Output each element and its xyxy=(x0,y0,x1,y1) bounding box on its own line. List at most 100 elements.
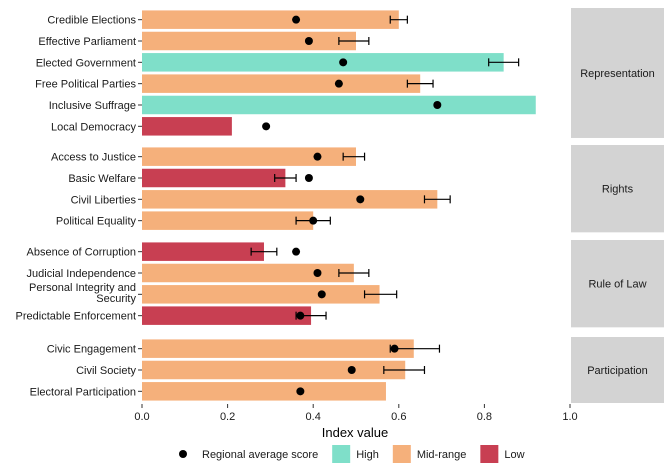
bar xyxy=(142,10,399,29)
bar-row: Civic Engagement xyxy=(47,339,441,358)
y-tick-label: Electoral Participation xyxy=(30,386,136,398)
bar-row: Absence of Corruption xyxy=(27,242,301,261)
panel-strip xyxy=(571,145,664,233)
regional-average-point xyxy=(296,311,305,320)
regional-average-point xyxy=(296,387,305,396)
x-axis-title: Index value xyxy=(322,425,389,440)
x-tick-label: 0.2 xyxy=(220,411,235,423)
regional-average-point xyxy=(339,58,348,67)
bar xyxy=(142,382,386,401)
panel-strip xyxy=(571,8,664,138)
y-tick-label: Personal Integrity and xyxy=(29,282,136,294)
regional-average-point xyxy=(433,100,442,109)
y-tick-label: Absence of Corruption xyxy=(27,247,136,259)
legend-item: Mid-range xyxy=(392,445,467,463)
legend-item: Low xyxy=(480,445,525,463)
bar xyxy=(142,190,438,209)
legend-label: High xyxy=(356,449,379,461)
y-tick-label: Civic Engagement xyxy=(47,344,136,356)
regional-average-point xyxy=(317,290,326,299)
regional-average-point xyxy=(313,268,322,277)
legend-item: High xyxy=(332,445,379,463)
regional-average-point xyxy=(262,122,271,131)
bar xyxy=(142,263,354,283)
y-tick-label: Judicial Independence xyxy=(27,268,136,280)
legend: Regional average score High Mid-range Low xyxy=(179,445,525,463)
legend-label: Mid-range xyxy=(417,449,467,461)
x-axis: 0.0 0.2 0.4 0.6 0.8 1.0 xyxy=(134,403,578,423)
legend-color-key xyxy=(480,445,499,463)
regional-average-point xyxy=(390,344,399,353)
x-tick-label: 0.4 xyxy=(306,411,321,423)
bar-row: Elected Government xyxy=(36,53,520,72)
y-tick-label: Inclusive Suffrage xyxy=(49,100,136,112)
bar xyxy=(142,242,264,261)
bar-row: Inclusive Suffrage xyxy=(49,95,536,115)
bar xyxy=(142,360,406,380)
bar xyxy=(142,95,536,115)
bar xyxy=(142,211,314,230)
bar-row: Basic Welfare xyxy=(68,168,313,188)
y-tick-label: Security xyxy=(96,293,136,305)
bar xyxy=(142,74,421,93)
x-tick-label: 0.6 xyxy=(391,411,406,423)
y-tick-label: Effective Parliament xyxy=(38,36,136,48)
y-tick-label: Elected Government xyxy=(36,57,136,69)
bar xyxy=(142,117,232,136)
bar xyxy=(142,53,504,72)
regional-average-point xyxy=(304,173,313,182)
panel-strip xyxy=(571,240,664,328)
legend-label: Regional average score xyxy=(202,449,318,461)
bar-row: Access to Justice xyxy=(51,147,366,166)
panel-strip-label: Representation xyxy=(580,68,655,80)
bar xyxy=(142,31,356,51)
x-tick-label: 0.0 xyxy=(134,411,149,423)
bar-row: Effective Parliament xyxy=(38,31,370,51)
bar xyxy=(142,285,380,304)
y-tick-label: Credible Elections xyxy=(47,15,136,27)
bar xyxy=(142,147,356,166)
panel-2: Rule of Law Absence of Corruption Judicial… xyxy=(16,240,664,328)
chart-panels: Representation Credible Elections Effectiv… xyxy=(16,8,664,403)
legend-color-key xyxy=(392,445,411,463)
x-tick-label: 1.0 xyxy=(562,411,577,423)
bar-row: Political Equality xyxy=(56,211,331,230)
regional-average-point xyxy=(334,79,343,88)
y-tick-label: Basic Welfare xyxy=(68,173,136,185)
legend-label: Low xyxy=(504,449,524,461)
bar xyxy=(142,306,312,325)
regional-average-point xyxy=(292,247,301,256)
panel-strip-label: Participation xyxy=(587,365,648,377)
y-tick-label: Civil Society xyxy=(76,365,136,377)
regional-average-point xyxy=(304,36,313,45)
y-tick-label: Predictable Enforcement xyxy=(16,311,136,323)
bar-row: Civil Liberties xyxy=(71,190,451,209)
y-tick-label: Free Political Parties xyxy=(35,79,136,91)
bar-row: Credible Elections xyxy=(47,10,408,29)
bar-row: Predictable Enforcement xyxy=(16,306,327,325)
panel-strip-label: Rights xyxy=(602,184,634,196)
panel-3: Participation Civic Engagement Civil Socie… xyxy=(30,337,664,403)
panel-strip-label: Rule of Law xyxy=(588,279,646,291)
regional-average-point xyxy=(313,152,322,161)
y-tick-label: Access to Justice xyxy=(51,152,136,164)
regional-average-point xyxy=(356,195,365,204)
panel-0: Representation Credible Elections Effectiv… xyxy=(35,8,664,138)
regional-average-point xyxy=(292,15,301,24)
legend-item: Regional average score xyxy=(179,449,318,461)
regional-average-point xyxy=(347,365,356,374)
bar-row: Electoral Participation xyxy=(30,382,386,401)
bar xyxy=(142,168,286,188)
panel-1: Rights Access to Justice Basic Welfare Civi… xyxy=(51,145,664,233)
bar-row: Local Democracy xyxy=(51,117,271,136)
bar-row: Judicial Independence xyxy=(27,263,370,283)
bar-row: Civil Society xyxy=(76,360,426,380)
y-tick-label: Civil Liberties xyxy=(71,194,137,206)
panel-strip xyxy=(571,337,664,403)
legend-color-key xyxy=(332,445,351,463)
regional-average-point xyxy=(309,216,318,225)
bar xyxy=(142,339,414,358)
x-tick-label: 0.8 xyxy=(477,411,492,423)
y-tick-label: Political Equality xyxy=(56,216,137,228)
